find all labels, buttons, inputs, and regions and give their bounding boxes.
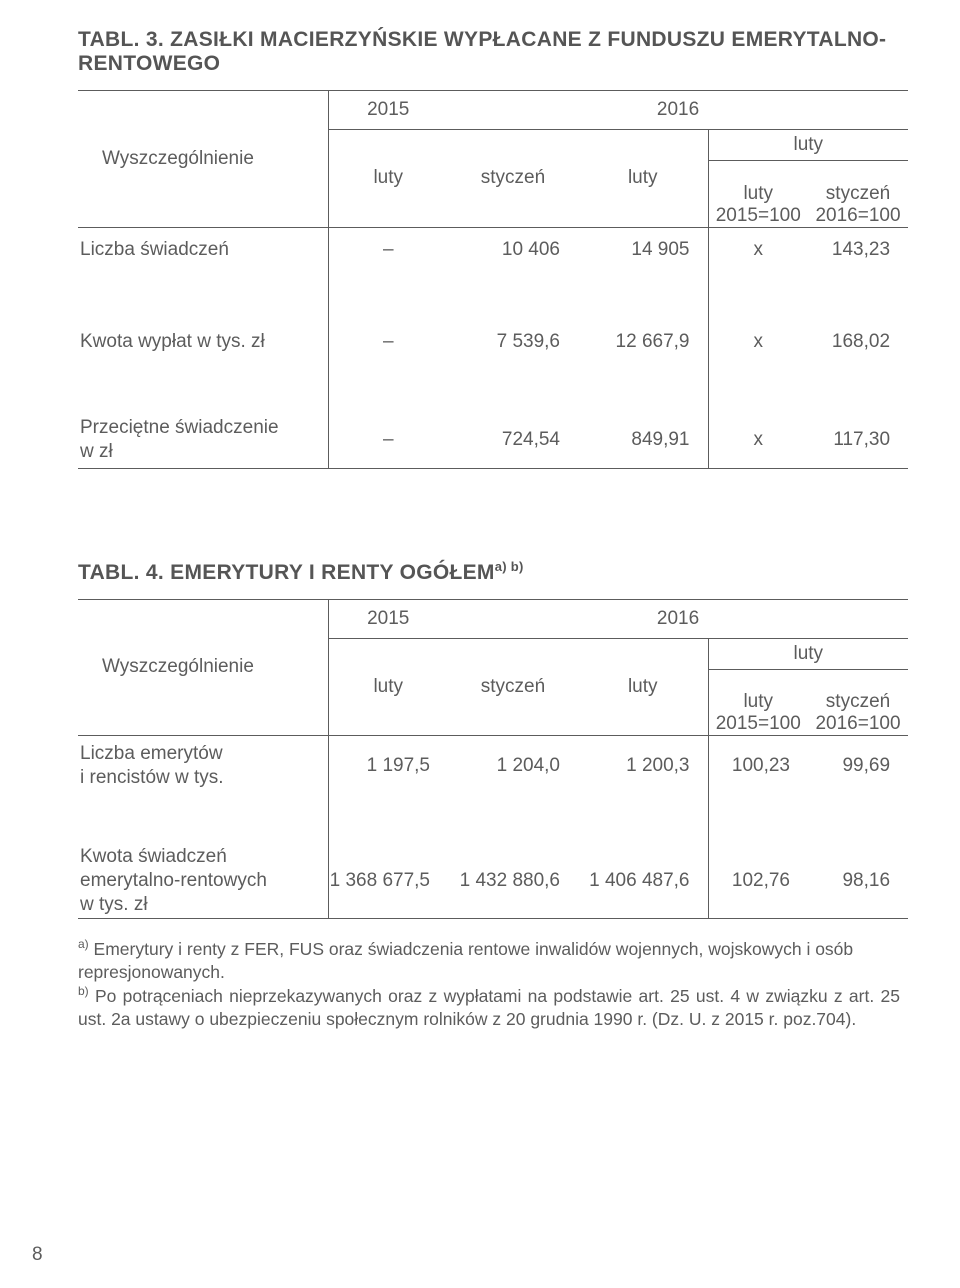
table3-r2-c4: x (754, 331, 764, 352)
footnote-a-sup: a) (78, 937, 89, 951)
table3-r2-c5: 168,02 (832, 331, 890, 352)
table4-r2-label: Kwota świadczeńemerytalno-rentowychw tys… (80, 846, 267, 915)
table3-hdr-wyszcz: Wyszczególnienie (102, 148, 254, 169)
table4: Wyszczególnienie 2015 2016 luty styczeń … (78, 599, 908, 920)
table3-r2-c2: 7 539,6 (497, 331, 560, 352)
table4-r1-c2: 1 204,0 (497, 755, 560, 776)
table3-r2-c1: – (383, 331, 394, 352)
table3-title: TABL. 3. ZASIŁKI MACIERZYŃSKIE WYPŁACANE… (78, 28, 900, 76)
table4-r1-label: Liczba emerytówi rencistów w tys. (80, 743, 224, 788)
table3-r3-c1: – (383, 429, 394, 450)
table3-r3-c2: 724,54 (502, 429, 560, 450)
table3-r2-c3: 12 667,9 (616, 331, 690, 352)
table4-r2-c2: 1 432 880,6 (460, 870, 560, 891)
table3-hdr-styczen: styczeń (481, 167, 545, 188)
footnote-a: a) Emerytury i renty z FER, FUS oraz świ… (78, 937, 900, 984)
spacer (78, 469, 900, 559)
page: TABL. 3. ZASIŁKI MACIERZYŃSKIE WYPŁACANE… (0, 0, 960, 1288)
table4-hdr-luty3: luty (793, 643, 823, 664)
table4-hdr-sty2016: styczeń 2016=100 (815, 691, 900, 734)
table3-r3-c4: x (754, 429, 764, 450)
table3-hdr-2015: 2015 (367, 99, 409, 120)
footnote-b-sup: b) (78, 984, 89, 998)
table3-r1-c5: 143,23 (832, 239, 890, 260)
table3-r1-c3: 14 905 (631, 239, 689, 260)
table3-r3-label: Przeciętne świadczeniew zł (80, 417, 279, 462)
page-number: 8 (32, 1244, 43, 1266)
table4-hdr-2016: 2016 (657, 608, 699, 629)
table4-r2-c5: 98,16 (842, 870, 890, 891)
table3: Wyszczególnienie 2015 2016 luty styczeń … (78, 90, 908, 469)
table4-hdr-2015: 2015 (367, 608, 409, 629)
table3-hdr-luty3: luty (793, 134, 823, 155)
table4-r1-c5: 99,69 (842, 755, 890, 776)
table4-title-sup: a) b) (495, 559, 524, 574)
table4-title: TABL. 4. EMERYTURY I RENTY OGÓŁEMa) b) (78, 559, 900, 585)
table4-r1-c4: 100,23 (732, 755, 790, 776)
footnote-b-text: Po potrąceniach nieprzekazywanych oraz z… (78, 986, 900, 1029)
table4-hdr-wyszcz: Wyszczególnienie (102, 656, 254, 677)
table3-r2-label: Kwota wypłat w tys. zł (80, 331, 265, 352)
table3-hdr-sty2016: styczeń 2016=100 (815, 183, 900, 226)
table4-hdr-styczen: styczeń (481, 676, 545, 697)
footnote-a-text: Emerytury i renty z FER, FUS oraz świadc… (78, 939, 853, 982)
table4-r1-c3: 1 200,3 (626, 755, 689, 776)
table4-r2-c4: 102,76 (732, 870, 790, 891)
table3-r1-c2: 10 406 (502, 239, 560, 260)
table3-title-prefix: TABL. 3. (78, 28, 164, 51)
table4-title-prefix: TABL. 4. (78, 561, 164, 584)
table3-r3-c3: 849,91 (631, 429, 689, 450)
footnote-b: b) Po potrąceniach nieprzekazywanych ora… (78, 984, 900, 1031)
table3-r1-c4: x (754, 239, 764, 260)
table4-r2-c3: 1 406 487,6 (589, 870, 689, 891)
table3-r3-c5: 117,30 (833, 429, 890, 450)
table4-hdr-luty2015: luty 2015=100 (716, 691, 801, 734)
table4-r1-c1: 1 197,5 (367, 755, 430, 776)
table3-hdr-luty1: luty (373, 167, 403, 188)
table4-hdr-luty2: luty (628, 676, 658, 697)
table3-hdr-luty2: luty (628, 167, 658, 188)
table4-footnotes: a) Emerytury i renty z FER, FUS oraz świ… (78, 937, 900, 1031)
table3-r1-c1: – (383, 239, 394, 260)
table4-title-text: EMERYTURY I RENTY OGÓŁEM (170, 561, 495, 584)
table3-r1-label: Liczba świadczeń (80, 239, 229, 260)
table4-hdr-luty1: luty (373, 676, 403, 697)
table3-title-text: ZASIŁKI MACIERZYŃSKIE WYPŁACANE Z FUNDUS… (78, 28, 886, 75)
table3-hdr-luty2015: luty 2015=100 (716, 183, 801, 226)
table4-r2-c1: 1 368 677,5 (330, 870, 430, 891)
table3-hdr-2016: 2016 (657, 99, 699, 120)
